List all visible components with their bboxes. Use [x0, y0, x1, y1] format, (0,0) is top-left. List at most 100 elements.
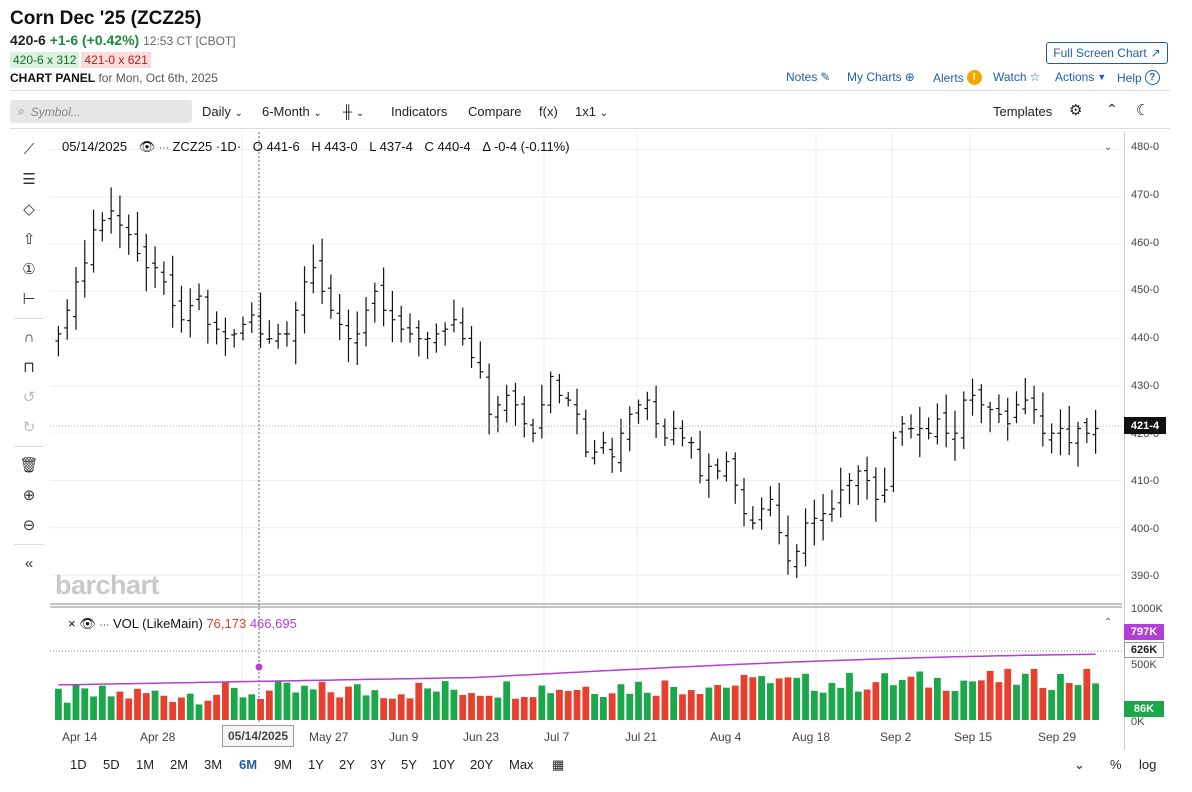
volume-bar — [802, 673, 809, 720]
legend-collapse-icon[interactable]: ⌄ — [1104, 142, 1113, 153]
volume-bar — [925, 687, 932, 720]
list-tool-icon[interactable]: ☰ — [22, 171, 36, 188]
volume-bar — [529, 697, 537, 720]
range-3y[interactable]: 3Y — [370, 757, 386, 772]
settings-gear-icon[interactable]: ⚙ — [1069, 102, 1083, 119]
dark-mode-moon-icon[interactable]: ☾ — [1136, 102, 1150, 119]
volume-bar — [670, 686, 678, 720]
percent-toggle[interactable]: % — [1110, 757, 1122, 772]
x-tick: Aug 4 — [710, 730, 742, 744]
range-1y[interactable]: 1Y — [308, 757, 324, 772]
range-9m[interactable]: 9M — [274, 757, 293, 772]
volume-bar — [406, 698, 414, 720]
arrow-up-tool-icon[interactable]: ⇧ — [22, 231, 36, 248]
legend-symbol: ZCZ25 ·1D· — [172, 139, 242, 154]
volume-bar — [204, 700, 212, 720]
collapse-left-icon[interactable]: « — [24, 554, 34, 572]
undo-icon[interactable]: ↺ — [22, 389, 36, 406]
help-label: Help — [1117, 70, 1142, 85]
volume-bar — [424, 688, 431, 720]
trendline-tool-icon[interactable]: ⟋ — [23, 140, 35, 158]
quote-time: 12:53 CT [CBOT] — [143, 34, 236, 48]
chevron-down-icon: ⌄ — [355, 108, 365, 119]
volume-bar — [890, 685, 897, 720]
volume-bar — [1013, 684, 1020, 720]
volume-collapse-icon[interactable]: ⌃ — [1104, 617, 1113, 628]
alerts-label: Alerts — [933, 70, 964, 85]
log-toggle[interactable]: log — [1139, 757, 1157, 772]
volume-bar — [107, 696, 115, 720]
volume-bar — [1057, 673, 1064, 720]
x-tick: Apr 14 — [62, 730, 98, 744]
watch-link[interactable]: Watch ☆ — [993, 70, 1040, 84]
layout-dropdown[interactable]: 1x1 ⌄ — [575, 104, 608, 119]
low-label: L — [369, 139, 376, 154]
price-chart[interactable] — [50, 132, 1122, 750]
full-screen-button[interactable]: Full Screen Chart ↗ — [1046, 42, 1168, 64]
range-6m[interactable]: 6M — [239, 757, 258, 772]
zoom-in-icon[interactable]: ⊕ — [22, 487, 36, 504]
volume-bar — [230, 687, 238, 720]
volume-bar — [116, 691, 124, 720]
volume-bar — [591, 693, 598, 720]
chart-type-dropdown[interactable]: ╫ ⌄ — [343, 104, 364, 119]
range-3m[interactable]: 3M — [204, 757, 223, 772]
chevrons-down-icon[interactable]: ⌄ — [1074, 757, 1085, 772]
shape-tool-icon[interactable]: ◇ — [23, 201, 35, 218]
measure-tool-icon[interactable]: ⊢ — [22, 291, 36, 308]
collapse-up-icon[interactable]: ⌃ — [1106, 101, 1118, 117]
mycharts-link[interactable]: My Charts ⊕ — [847, 70, 915, 84]
range-1d[interactable]: 1D — [70, 757, 87, 772]
volume-bar — [415, 682, 423, 720]
alerts-link[interactable]: Alerts ! — [933, 70, 982, 85]
watch-label: Watch — [993, 70, 1027, 84]
range-5y[interactable]: 5Y — [401, 757, 417, 772]
more-dots-icon[interactable]: ⋯ — [158, 143, 169, 154]
range-2y[interactable]: 2Y — [339, 757, 355, 772]
volume-bar — [160, 695, 168, 720]
range-1m[interactable]: 1M — [136, 757, 155, 772]
zoom-out-icon[interactable]: ⊖ — [22, 517, 36, 534]
marker-tool-icon[interactable]: ① — [22, 261, 36, 278]
x-tick: Jun 23 — [463, 730, 500, 744]
price-change: +1-6 (+0.42%) — [49, 32, 140, 48]
eye-icon[interactable]: 👁 — [79, 616, 96, 631]
x-tick: Aug 18 — [792, 730, 831, 744]
notes-link[interactable]: Notes ✎ — [786, 70, 830, 84]
redo-icon[interactable]: ↻ — [22, 419, 36, 436]
compare-button[interactable]: Compare — [468, 104, 522, 119]
crosshair-date-label: 05/14/2025 — [222, 725, 294, 747]
drawing-toolbar: ⟋ ☰ ◇ ⇧ ① ⊢ ∩ ⊓ ↺ ↻ 🗑 ⊕ ⊖ « — [10, 132, 46, 572]
calendar-icon[interactable]: ▦ — [552, 757, 565, 772]
volume-bar — [828, 683, 836, 720]
volume-bar — [81, 688, 89, 720]
x-tick: Apr 28 — [140, 730, 176, 744]
fx-button[interactable]: f(x) — [539, 104, 558, 119]
magnet-icon[interactable]: ∩ — [23, 328, 35, 346]
help-link[interactable]: Help ? — [1117, 70, 1160, 85]
volume-bar — [573, 689, 581, 720]
eye-icon[interactable]: 👁 — [138, 139, 156, 154]
symbol-search-input[interactable]: ⌕ Symbol... — [10, 100, 192, 123]
range-2m[interactable]: 2M — [170, 757, 189, 772]
volume-bar — [538, 685, 546, 720]
indicators-button[interactable]: Indicators — [391, 104, 448, 119]
templates-button[interactable]: Templates — [993, 104, 1053, 119]
range-5d[interactable]: 5D — [103, 757, 120, 772]
chart-panel-label: CHART PANEL for Mon, Oct 6th, 2025 — [10, 71, 218, 85]
close-icon[interactable]: × — [68, 616, 76, 631]
volume-bar — [476, 695, 484, 720]
more-dots-icon[interactable]: ⋯ — [99, 620, 110, 631]
actions-menu[interactable]: Actions ▼ — [1055, 70, 1106, 84]
range-max[interactable]: Max — [509, 757, 534, 772]
unlock-icon[interactable]: ⊓ — [23, 359, 35, 376]
range-10y[interactable]: 10Y — [432, 757, 456, 772]
range-20y[interactable]: 20Y — [470, 757, 494, 772]
interval-dropdown[interactable]: Daily ⌄ — [202, 104, 243, 119]
trash-icon[interactable]: 🗑 — [19, 457, 39, 474]
y-tick: 410-0 — [1131, 475, 1160, 487]
volume-bar — [213, 694, 221, 720]
period-dropdown[interactable]: 6-Month ⌄ — [262, 104, 322, 119]
volume-bar — [679, 694, 686, 720]
price-axis[interactable]: 480-0 470-0 460-0 450-0 440-0 430-0 420-… — [1124, 132, 1170, 750]
